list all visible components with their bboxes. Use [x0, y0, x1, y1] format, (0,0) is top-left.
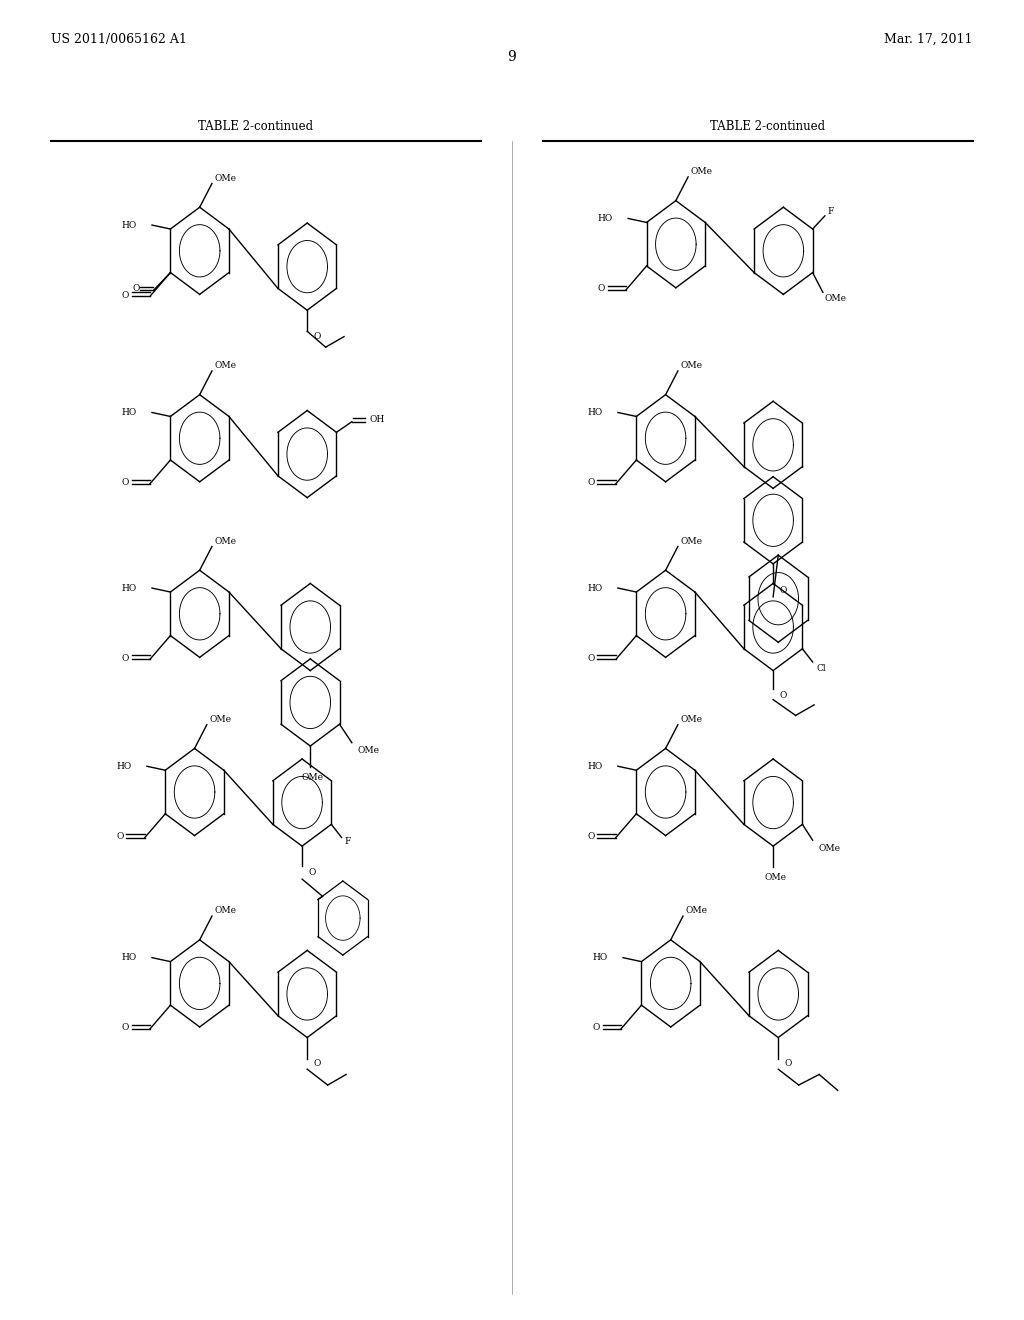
Text: TABLE 2-continued: TABLE 2-continued [199, 120, 313, 133]
Text: OH: OH [370, 414, 385, 424]
Text: HO: HO [122, 408, 136, 417]
Text: HO: HO [598, 214, 612, 223]
Text: O: O [313, 333, 321, 341]
Text: HO: HO [117, 762, 131, 771]
Text: O: O [122, 1023, 129, 1032]
Text: O: O [598, 284, 605, 293]
Text: HO: HO [122, 583, 136, 593]
Text: O: O [308, 869, 315, 876]
Text: HO: HO [122, 220, 136, 230]
Text: OMe: OMe [680, 537, 702, 545]
Text: HO: HO [593, 953, 607, 962]
Text: OMe: OMe [214, 174, 237, 182]
Text: OMe: OMe [357, 746, 379, 755]
Text: OMe: OMe [680, 362, 702, 370]
Text: HO: HO [122, 953, 136, 962]
Text: O: O [588, 478, 595, 487]
Text: O: O [779, 692, 786, 700]
Text: OMe: OMe [680, 715, 702, 723]
Text: OMe: OMe [209, 715, 231, 723]
Text: OMe: OMe [301, 774, 324, 783]
Text: OMe: OMe [824, 294, 846, 304]
Text: O: O [593, 1023, 600, 1032]
Text: US 2011/0065162 A1: US 2011/0065162 A1 [51, 33, 187, 46]
Text: Cl: Cl [816, 664, 825, 673]
Text: O: O [588, 653, 595, 663]
Text: HO: HO [588, 408, 602, 417]
Text: O: O [122, 478, 129, 487]
Text: O: O [122, 290, 129, 300]
Text: OMe: OMe [214, 362, 237, 370]
Text: F: F [344, 837, 351, 846]
Text: O: O [132, 284, 140, 293]
Text: O: O [779, 586, 786, 595]
Text: OMe: OMe [818, 843, 840, 853]
Text: HO: HO [588, 583, 602, 593]
Text: OMe: OMe [214, 537, 237, 545]
Text: OMe: OMe [764, 874, 786, 882]
Text: TABLE 2-continued: TABLE 2-continued [711, 120, 825, 133]
Text: O: O [117, 832, 124, 841]
Text: O: O [122, 653, 129, 663]
Text: O: O [784, 1060, 792, 1068]
Text: HO: HO [588, 762, 602, 771]
Text: 9: 9 [508, 50, 516, 63]
Text: O: O [588, 832, 595, 841]
Text: Mar. 17, 2011: Mar. 17, 2011 [885, 33, 973, 46]
Text: OMe: OMe [214, 907, 237, 915]
Text: F: F [827, 207, 835, 216]
Text: OMe: OMe [690, 168, 713, 176]
Text: O: O [313, 1060, 321, 1068]
Text: OMe: OMe [685, 907, 708, 915]
